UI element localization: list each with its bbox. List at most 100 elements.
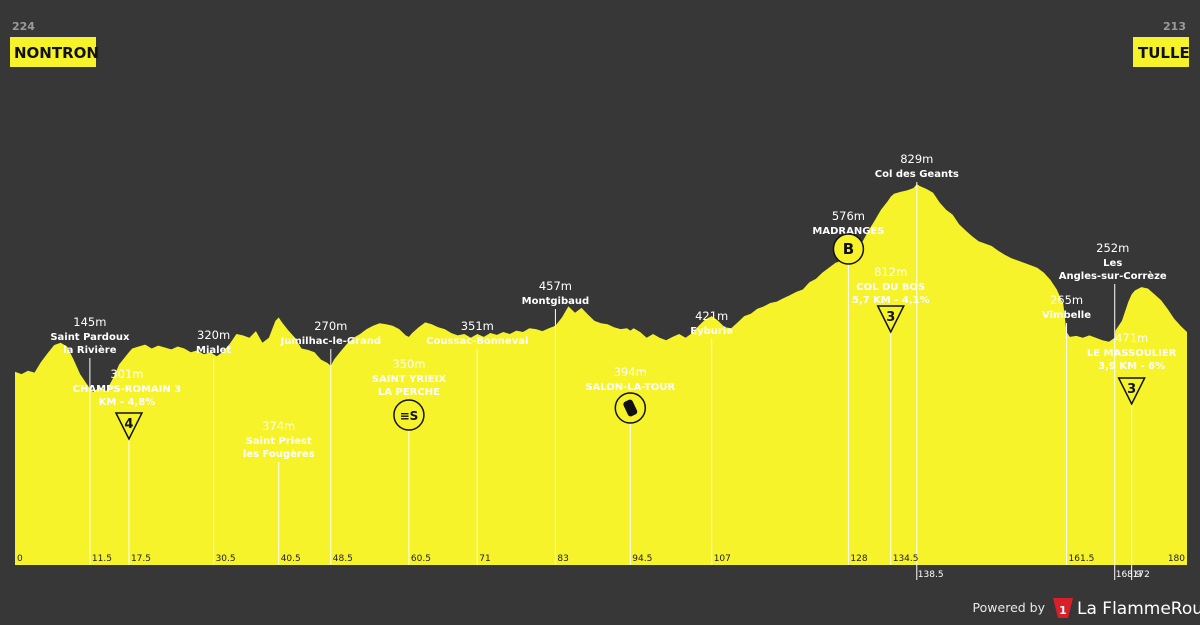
waypoint-9: 421m Eyburie	[690, 309, 733, 565]
waypoint-altitude: 252m	[1096, 241, 1129, 255]
waypoint-name-line: SAINT YRIEIX	[372, 374, 447, 385]
flamme-rouge-logo: 1	[1053, 598, 1073, 618]
km-tick-label: 48.5	[333, 554, 353, 564]
waypoint-1: 301m CHAMPS-ROMAIN 3 KM - 4,8% 4	[73, 367, 182, 565]
waypoint-name-line: Saint Priest	[246, 436, 312, 447]
km-tick-label: 180	[1168, 554, 1185, 564]
km-tick-label: 138.5	[918, 570, 944, 580]
waypoint-13: 265m Vimbelle	[1042, 293, 1091, 565]
waypoint-altitude: 576m	[832, 209, 865, 223]
waypoint-2: 320m Mialet	[196, 328, 231, 565]
waypoint-name-line: KM - 4,8%	[99, 397, 156, 408]
waypoint-12: 829m Col des Geants	[875, 152, 959, 565]
waypoint-altitude: 145m	[73, 315, 106, 329]
waypoint-altitude: 471m	[1115, 331, 1148, 345]
waypoint-altitude: 301m	[110, 367, 143, 381]
km-tick-label: 60.5	[411, 554, 431, 564]
waypoint-name-line: SALON-LA-TOUR	[585, 382, 675, 393]
waypoint-11: 812m COL DU BOS 5,7 KM - 4,1% 3	[852, 265, 930, 565]
waypoint-name-line: Vimbelle	[1042, 310, 1091, 321]
bottle-icon	[623, 399, 638, 417]
waypoint-10: 576m MADRANGES B	[812, 209, 884, 565]
footer: Powered by 1 La FlammeRouge	[973, 598, 1200, 619]
waypoint-6: 351m Coussac-Bonneval	[426, 319, 528, 565]
waypoint-name-line: Angles-sur-Corrèze	[1059, 270, 1167, 282]
waypoint-name-line: Jumilhac-le-Grand	[279, 336, 381, 347]
km-tick-label: 172	[1133, 570, 1150, 580]
km-tick-label: 71	[479, 554, 490, 564]
waypoint-name-line: 3,9 KM - 6%	[1098, 361, 1165, 372]
waypoint-name-line: Col des Geants	[875, 169, 959, 180]
sprint-marker-text: ≡S	[400, 409, 419, 423]
waypoint-name-line: Coussac-Bonneval	[426, 336, 528, 347]
climb-category-number: 3	[1127, 382, 1136, 397]
km-tick-label: 11.5	[92, 554, 112, 564]
climb-category-icon	[114, 412, 144, 441]
logo-text: 1	[1059, 604, 1067, 617]
waypoint-altitude: 265m	[1050, 293, 1083, 307]
climb-category-number: 4	[124, 417, 133, 432]
start-name-badge	[10, 37, 96, 67]
waypoint-altitude: 421m	[695, 309, 728, 323]
elevation-profile-area	[15, 184, 1187, 565]
waypoint-altitude: 320m	[197, 328, 230, 342]
km-tick-label: 94.5	[632, 554, 652, 564]
start-endpoint: 224 NONTRON	[10, 20, 99, 67]
waypoint-altitude: 812m	[874, 265, 907, 279]
waypoint-name-line: MADRANGES	[812, 226, 884, 237]
climb-category-icon	[876, 305, 905, 334]
km-tick-label: 0	[17, 554, 23, 564]
climb-category-icon	[1117, 377, 1146, 406]
waypoint-name-line: CHAMPS-ROMAIN 3	[73, 384, 182, 395]
finish-name: TULLE	[1138, 44, 1190, 62]
waypoint-name-line: Saint Pardoux	[50, 332, 130, 343]
waypoint-altitude: 374m	[262, 419, 295, 433]
bonus-marker-icon	[832, 233, 865, 265]
waypoint-name-line: Mialet	[196, 345, 231, 356]
sprint-marker-icon	[393, 399, 425, 431]
waypoint-name-line: Les	[1103, 258, 1122, 269]
km-tick-label: 134.5	[893, 554, 919, 564]
waypoint-8: 394m SALON-LA-TOUR	[585, 365, 676, 565]
km-tick-label: 161.5	[1069, 554, 1095, 564]
waypoint-name-line: COL DU BOS	[856, 282, 925, 293]
km-tick-label: 40.5	[281, 554, 301, 564]
waypoint-name-line: la Rivière	[63, 344, 116, 356]
powered-by-text: Powered by	[973, 600, 1046, 615]
finish-endpoint: 213 TULLE	[1133, 20, 1190, 67]
waypoint-4: 270m Jumilhac-le-Grand	[279, 319, 381, 565]
bonus-marker-text: B	[843, 240, 854, 258]
finish-name-badge	[1133, 37, 1189, 67]
waypoint-altitude: 457m	[539, 279, 572, 293]
waypoint-altitude: 270m	[314, 319, 347, 333]
waypoint-altitude: 351m	[461, 319, 494, 333]
km-tick-label: 83	[557, 554, 568, 564]
waypoint-name-line: LA PERCHE	[378, 387, 440, 398]
waypoint-name-line: LE MASSOULIER	[1087, 348, 1177, 359]
waypoint-altitude: 394m	[614, 365, 647, 379]
waypoint-name-line: Montgibaud	[522, 296, 590, 307]
waypoint-altitude: 350m	[392, 357, 425, 371]
brand-name: La FlammeRouge	[1077, 599, 1200, 619]
waypoint-name-line: Eyburie	[690, 326, 733, 337]
start-name: NONTRON	[14, 44, 99, 62]
climb-category-number: 3	[886, 310, 895, 325]
waypoint-name-line: 5,7 KM - 4,1%	[852, 295, 930, 306]
finish-km-label: 213	[1163, 20, 1186, 33]
waypoint-7: 457m Montgibaud	[522, 279, 590, 565]
km-tick-label: 17.5	[131, 554, 151, 564]
start-km-label: 224	[12, 20, 35, 33]
waypoint-name-line: les Fougères	[243, 448, 315, 460]
waypoint-15: 471m LE MASSOULIER 3,9 KM - 6% 3	[1087, 331, 1177, 565]
km-ticks-layer: 0 11.5 17.5 30.5 40.5 48.5 60.5 71 83 94.5 107 128 1…	[17, 554, 1185, 580]
km-tick-label: 30.5	[216, 554, 236, 564]
km-tick-label: 107	[714, 554, 731, 564]
km-tick-label: 128	[850, 554, 867, 564]
km-tick-label: 168.9	[1116, 570, 1142, 580]
waypoint-5: 350m SAINT YRIEIX LA PERCHE ≡S	[372, 357, 447, 565]
